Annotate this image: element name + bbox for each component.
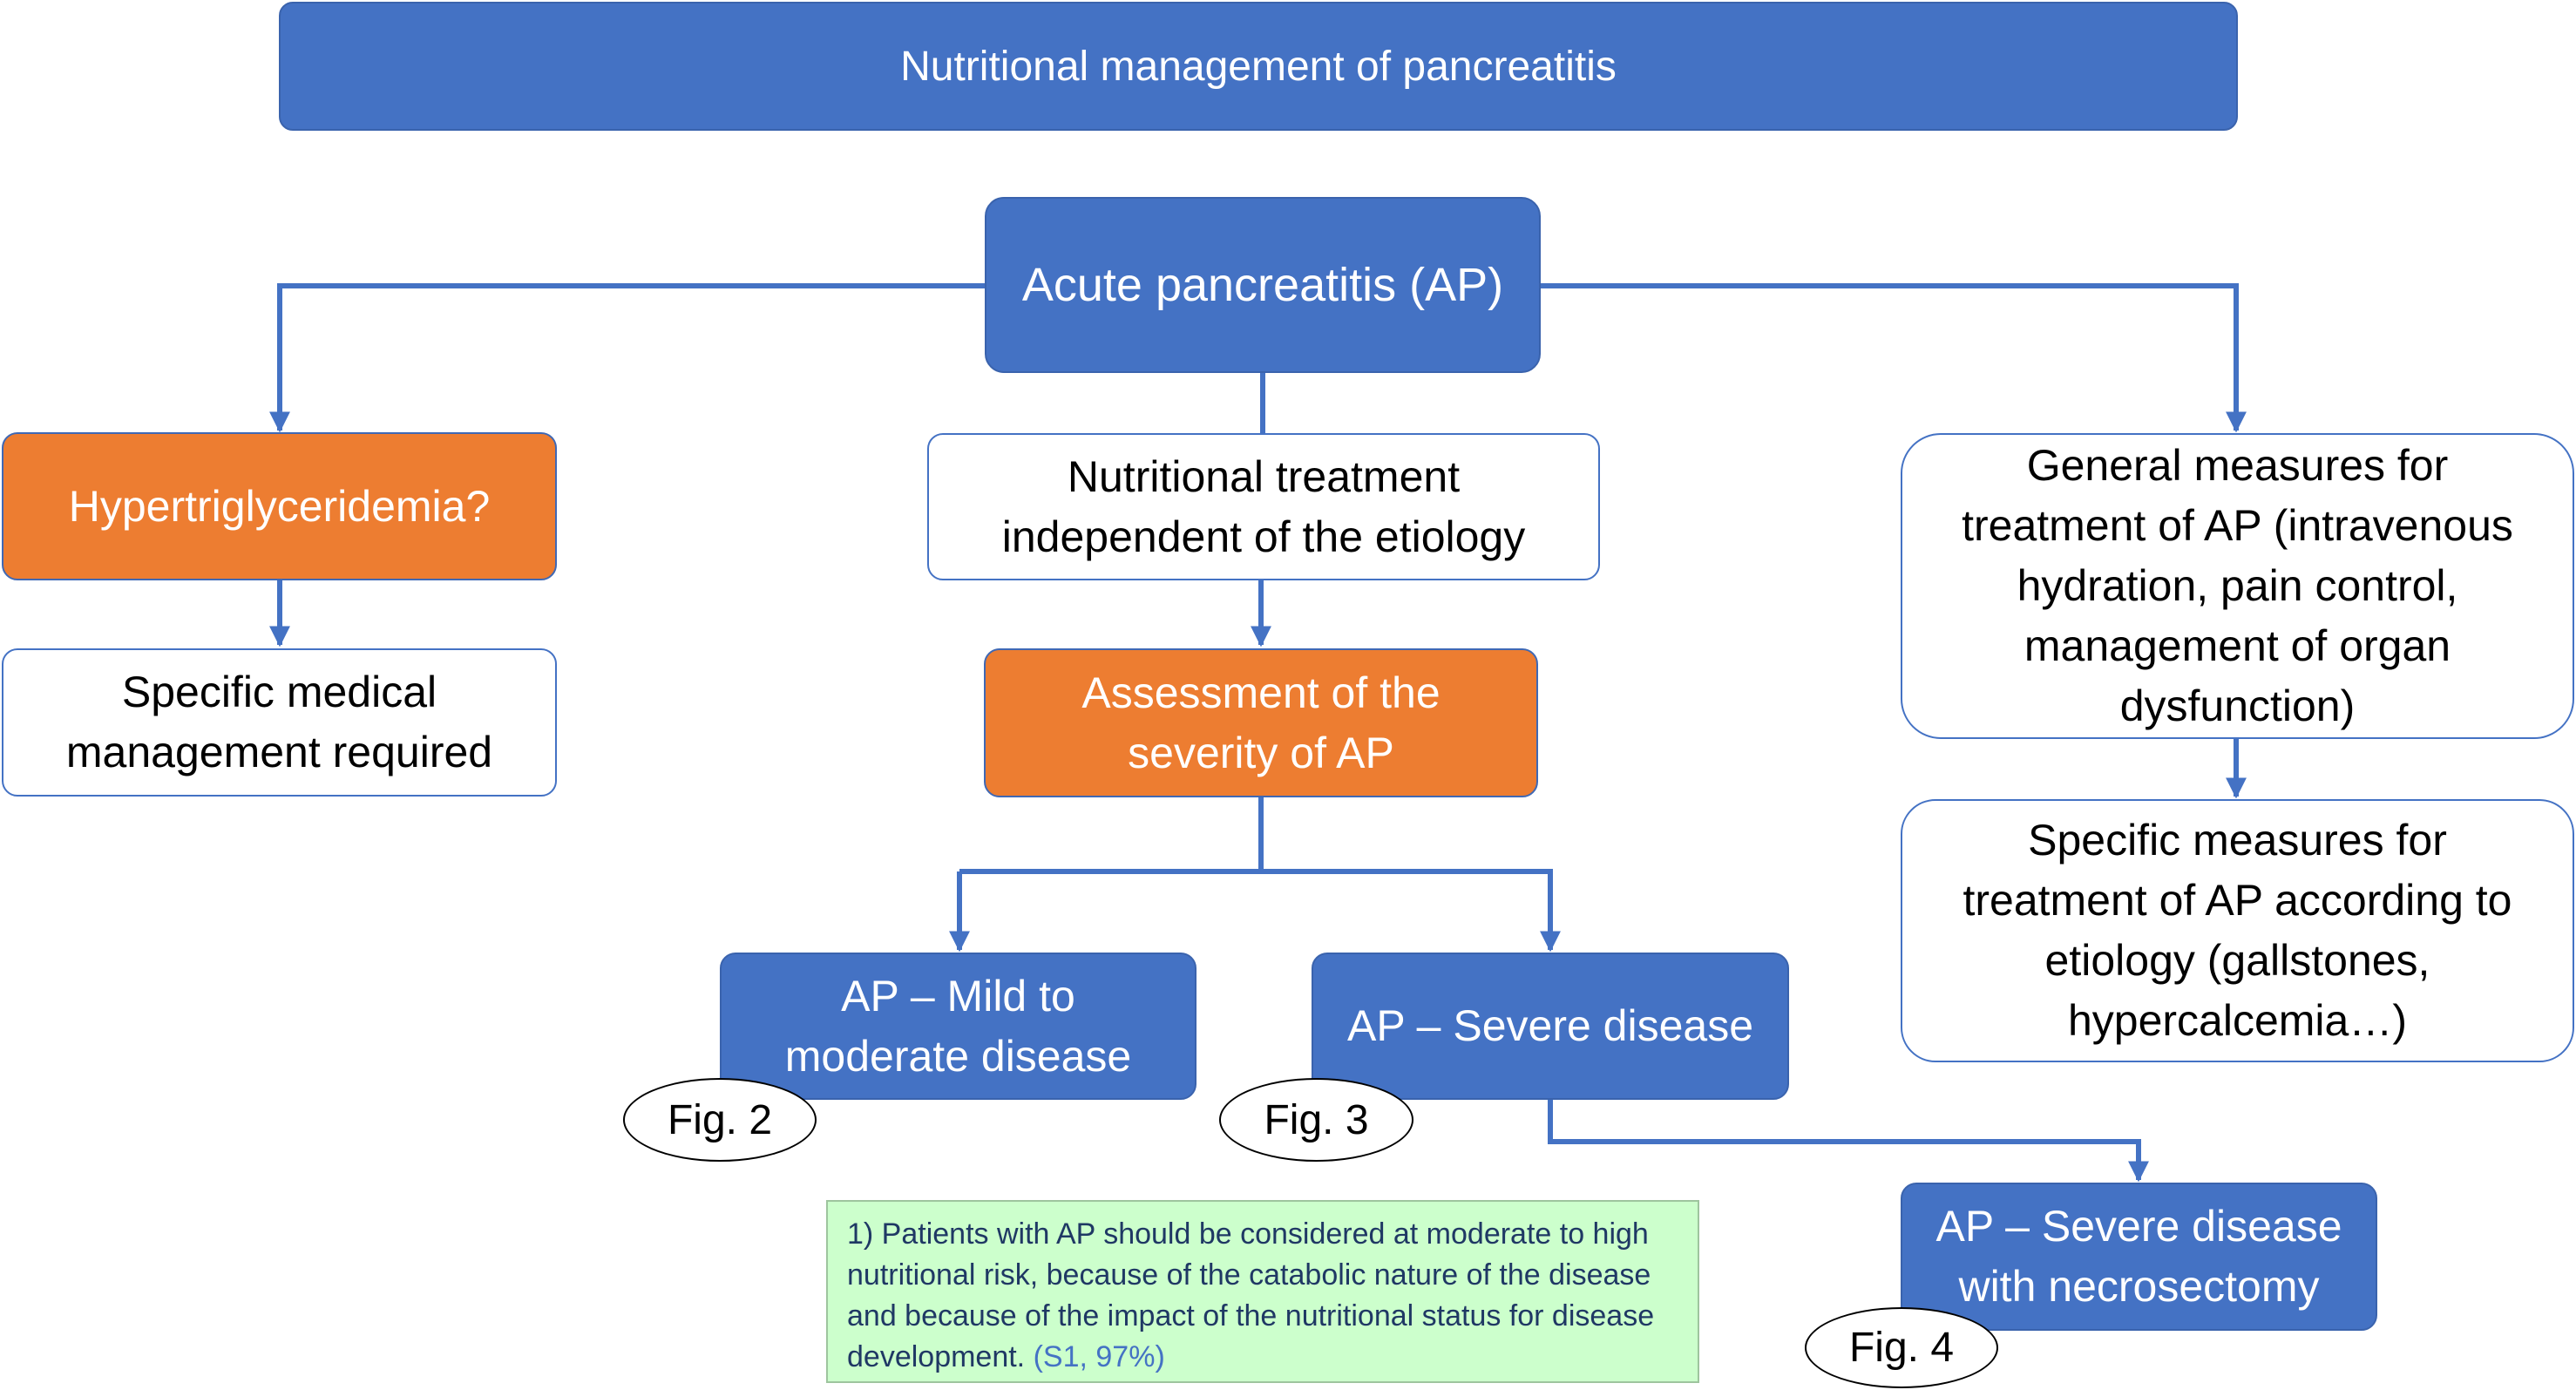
node-general-measures-label: General measures for treatment of AP (in… — [1962, 441, 2513, 730]
node-specific-measures-etiology-label: Specific measures for treatment of AP ac… — [1963, 816, 2512, 1045]
node-severe-necrosectomy-label: AP – Severe disease with necrosectomy — [1935, 1202, 2342, 1311]
fig4-badge: Fig. 4 — [1805, 1307, 1998, 1388]
node-severity-assessment-label: Assessment of the severity of AP — [1081, 668, 1441, 777]
node-hypertriglyceridemia: Hypertriglyceridemia? — [2, 432, 557, 580]
node-severe-label: AP – Severe disease — [1346, 1001, 1754, 1050]
fig3-badge: Fig. 3 — [1219, 1078, 1413, 1162]
recommendation-note-text: 1) Patients with AP should be considered… — [847, 1217, 1655, 1373]
diagram-title: Nutritional management of pancreatitis — [279, 2, 2238, 131]
node-severe-necrosectomy: AP – Severe disease with necrosectomy — [1901, 1183, 2377, 1331]
node-severity-assessment: Assessment of the severity of AP — [984, 648, 1538, 797]
node-specific-medical-management-label: Specific medical management required — [65, 668, 493, 776]
arrow-ap-to-general — [1541, 283, 2247, 433]
node-hypertriglyceridemia-label: Hypertriglyceridemia? — [68, 481, 491, 531]
node-mild-moderate-label: AP – Mild to moderate disease — [784, 971, 1132, 1081]
node-mild-moderate: AP – Mild to moderate disease — [720, 953, 1196, 1100]
node-specific-medical-management: Specific medical management required — [2, 648, 557, 797]
line-assessment-split — [959, 797, 1264, 874]
recommendation-note-ref: (S1, 97%) — [1033, 1340, 1165, 1373]
node-specific-measures-etiology: Specific measures for treatment of AP ac… — [1901, 799, 2574, 1062]
node-severe: AP – Severe disease — [1312, 953, 1789, 1100]
recommendation-note: 1) Patients with AP should be considered… — [826, 1200, 1699, 1383]
fig2-badge: Fig. 2 — [623, 1078, 817, 1162]
arrow-to-severe — [1261, 869, 1561, 953]
node-general-measures: General measures for treatment of AP (in… — [1901, 433, 2574, 739]
diagram-title-text: Nutritional management of pancreatitis — [900, 43, 1617, 90]
arrow-ap-to-hypertg — [269, 283, 985, 433]
node-nutritional-treatment-label: Nutritional treatment independent of the… — [1001, 451, 1526, 561]
node-acute-pancreatitis: Acute pancreatitis (AP) — [985, 197, 1541, 373]
node-acute-pancreatitis-label: Acute pancreatitis (AP) — [1021, 258, 1504, 311]
node-nutritional-treatment: Nutritional treatment independent of the… — [927, 433, 1600, 580]
arrow-severe-to-necro — [1548, 1100, 2149, 1183]
